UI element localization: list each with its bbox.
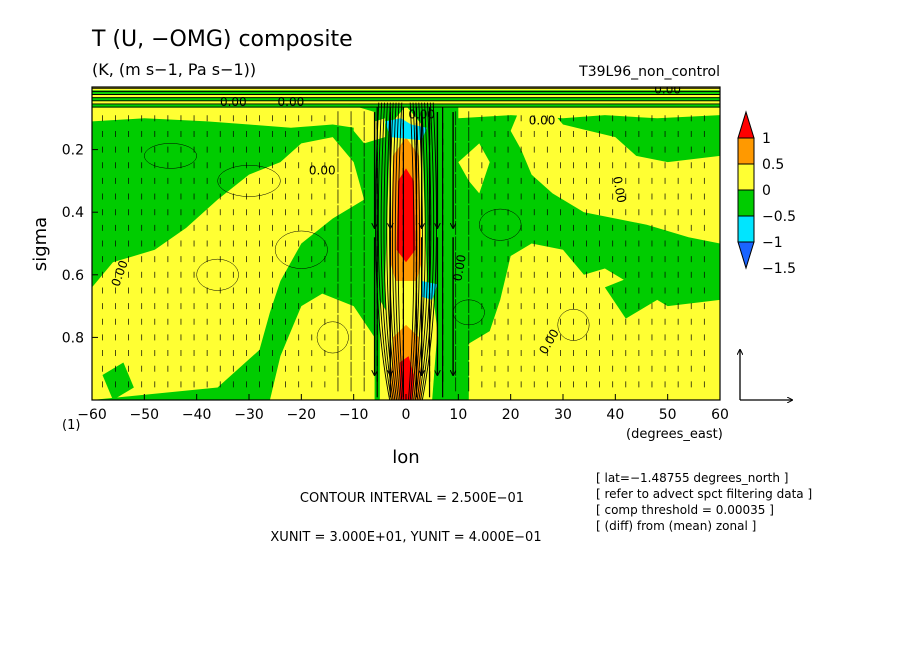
reference-vector [740,350,792,400]
top-band [92,87,720,91]
y-tick-label: 0.6 [62,268,84,284]
yellow-region [510,99,720,244]
yellow-region [468,243,720,400]
colorbar-segment [737,215,755,243]
y-axis-label: sigma [30,217,51,271]
colorbar-segment [737,241,755,270]
chart-title: T (U, −OMG) composite [91,27,353,52]
core-contour [391,102,421,400]
yellow-region [92,137,365,400]
run-label: T39L96_non_control [578,64,720,80]
contour-interval-text: CONTOUR INTERVAL = 2.500E−01 [300,491,524,506]
contour-loop [479,208,522,241]
contour-label: 0.00 [450,253,468,282]
top-band [92,104,720,108]
colorbar-segment [737,110,755,139]
green-region [102,362,134,400]
x-tick-label: −30 [234,407,264,423]
contour-loop [557,308,590,341]
colorbar-label: 0 [762,183,771,199]
colorbar-label: −1 [762,235,783,251]
x-tick-label: −60 [77,407,107,423]
contour-label: 0.00 [529,114,556,128]
contour-loop [196,258,239,291]
colorbar-label: −1.5 [762,261,796,277]
unit-scale-text: XUNIT = 3.000E+01, YUNIT = 4.000E−01 [270,530,541,545]
colorbar: 1 0.5 0 −0.5 −1 −1.5 [737,110,796,277]
x-axis-label: lon [392,447,419,468]
contour-loop [144,143,197,169]
info-line-lat: [ lat=−1.48755 degrees_north ] [596,471,788,485]
contour-label: 0.00 [654,82,681,96]
core-red-upper [396,168,416,263]
top-band [92,93,720,98]
contour-label: 0.00 [610,175,628,204]
info-line-filter: [ refer to advect spct filtering data ] [596,487,812,501]
plot-area: 0.000.000.000.000.000.000.00 0.000.000.00 [92,82,720,400]
x-tick-label: −20 [287,407,317,423]
x-unit-label: (degrees_east) [626,427,723,442]
contour-label: 0.00 [309,164,336,178]
x-tick-label: −40 [182,407,212,423]
x-tick-label: −10 [339,407,369,423]
colorbar-label: −0.5 [762,209,796,225]
colorbar-label: 0.5 [762,157,784,173]
yellow-region [269,293,375,400]
x-tick-label: 60 [711,407,729,423]
contour-label: 0.00 [220,95,247,109]
colorbar-label: 1 [762,131,771,147]
y-tick-label: 0.4 [62,205,84,221]
chart-subtitle: (K, (m s−1, Pa s−1)) [92,60,256,79]
corner-label: (1) [62,418,80,433]
x-axis-ticks: −60 −50 −40 −30 −20 −10 0 10 20 30 40 50 60 [77,394,729,423]
x-tick-label: −50 [130,407,160,423]
core-contour [397,102,415,400]
colorbar-segment [737,137,755,165]
y-axis-ticks: 0.2 0.4 0.6 0.8 [62,143,98,346]
x-tick-label: 30 [554,407,572,423]
top-band [92,90,720,94]
x-tick-label: 20 [502,407,520,423]
colorbar-segment [737,189,755,217]
info-line-diff: [ (diff) from (mean) zonal ] [596,519,756,533]
core-contour [377,102,435,400]
top-band [92,97,720,101]
top-bands [92,87,720,108]
top-band [92,100,720,105]
x-tick-label: 0 [402,407,411,423]
contour-loop [274,230,328,269]
x-tick-label: 10 [449,407,467,423]
contour-loop [217,165,281,197]
contour-label: 0.00 [408,107,435,121]
x-tick-label: 50 [659,407,677,423]
contour-label: 0.00 [278,95,305,109]
green-region [604,274,658,319]
contour-loop [316,321,349,354]
vector-field [102,107,705,398]
x-tick-label: 40 [606,407,624,423]
info-line-threshold: [ comp threshold = 0.00035 ] [596,503,774,517]
colorbar-segment [737,163,755,191]
y-tick-label: 0.2 [62,143,84,159]
y-tick-label: 0.8 [62,330,84,346]
core-contour [386,102,426,400]
